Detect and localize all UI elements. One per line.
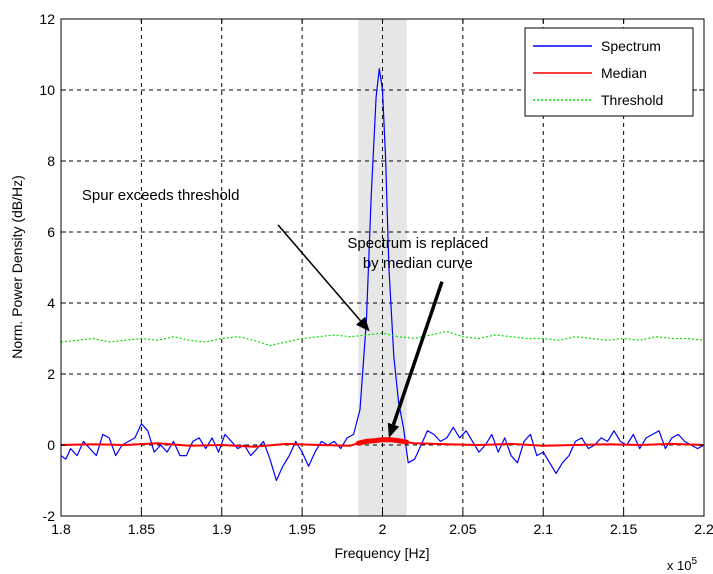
series-line-threshold [61,330,704,347]
annotation-text-2: Spectrum is replaced by median curve [347,235,488,272]
x-tick-label: 2 [379,521,387,537]
x-tick-label: 2.05 [449,521,476,537]
annotation-arrow-shaft [277,224,362,322]
y-tick-label: 10 [39,82,55,98]
x-tick-label: 2.1 [534,521,554,537]
annotation-text-1: Spur exceeds threshold [82,187,240,204]
x-tick-label: 2.15 [610,521,637,537]
x-tick-label: 1.9 [212,521,232,537]
legend: Spectrum Median Threshold [524,27,694,117]
y-tick-label: 4 [47,295,55,311]
x-exponent-power: 5 [691,556,697,567]
x-tick-label: 1.85 [128,521,155,537]
x-tick-label: 1.95 [289,521,316,537]
annotation-line: by median curve [363,255,473,272]
legend-label-threshold: Threshold [601,92,663,108]
annotation-arrow-head [356,316,370,332]
legend-box [524,27,694,117]
annotation-line: Spectrum is replaced [347,235,488,252]
y-tick-label: 12 [39,11,55,27]
legend-label-spectrum: Spectrum [601,38,661,54]
x-axis-label: Frequency [Hz] [335,545,430,561]
y-tick-label: 6 [47,224,55,240]
x-tick-label: 2.2 [694,521,713,537]
annotation-arrow-head [387,422,400,438]
y-tick-label: -2 [43,508,56,524]
legend-label-median: Median [601,65,647,81]
y-tick-label: 2 [47,366,55,382]
y-tick-label: 8 [47,153,55,169]
series-line-spectrum [61,68,704,482]
median-replaced-segment [355,437,410,446]
x-tick-label: 1.8 [51,521,71,537]
y-tick-label: 0 [47,437,55,453]
annotation-arrow-shaft [391,281,444,426]
annotation-line: Spur exceeds threshold [82,187,240,204]
x-exponent-label: x 105 [667,556,698,573]
x-exponent-base: x 10 [667,558,692,573]
y-axis-label: Norm. Power Density (dB/Hz) [9,175,25,359]
